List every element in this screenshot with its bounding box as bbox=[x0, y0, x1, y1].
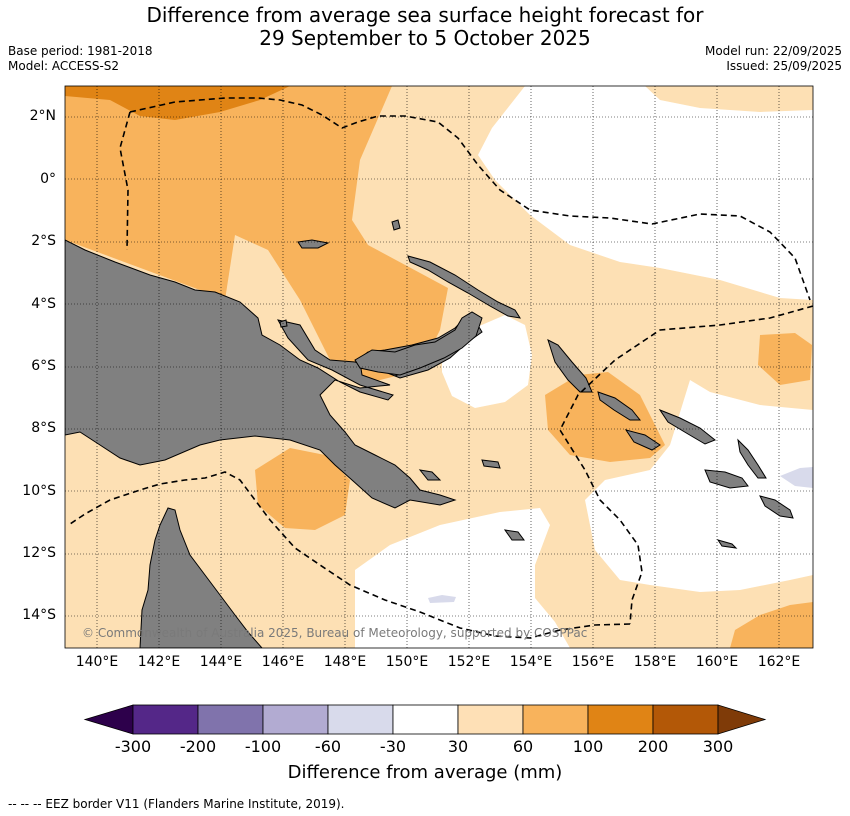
colorbar-label: Difference from average (mm) bbox=[287, 762, 563, 783]
colorbar-tick: -300 bbox=[114, 737, 152, 756]
gridlines bbox=[65, 86, 813, 648]
title-line-2: 29 September to 5 October 2025 bbox=[259, 26, 591, 50]
colorbar-tick: 300 bbox=[702, 737, 734, 756]
lat-label: 8°S bbox=[31, 420, 56, 436]
eez-footnote: -- -- -- EEZ border V11 (Flanders Marine… bbox=[8, 797, 345, 811]
colorbar-segment bbox=[262, 704, 329, 735]
anomaly-near-zero-north bbox=[478, 86, 813, 300]
anomaly-near-zero-south bbox=[355, 508, 570, 648]
anomaly-near-zero-east bbox=[585, 380, 813, 592]
lat-label: 12°S bbox=[22, 545, 56, 561]
anomaly-100-200-north bbox=[65, 86, 290, 120]
lon-label: 148°E bbox=[323, 654, 367, 670]
colorbar-tick: -60 bbox=[314, 737, 342, 756]
anomaly-60-100-south bbox=[255, 448, 350, 530]
model-run: Model run: 22/09/2025 bbox=[704, 44, 842, 58]
copyright-notice: © Commonwealth of Australia 2025, Bureau… bbox=[82, 626, 588, 640]
title-line-1: Difference from average sea surface heig… bbox=[146, 3, 704, 27]
lat-label: 6°S bbox=[31, 358, 56, 374]
map-frame bbox=[64, 85, 814, 649]
colorbar-tick: -100 bbox=[244, 737, 282, 756]
colorbar-segment bbox=[522, 704, 589, 735]
land-new-ireland bbox=[407, 255, 522, 319]
issued-date: Issued: 25/09/2025 bbox=[726, 59, 842, 73]
colorbar-segment bbox=[327, 704, 394, 735]
eez-border-solomons bbox=[559, 305, 813, 625]
land-islet-6 bbox=[418, 469, 442, 481]
colorbar-tick: 30 bbox=[447, 737, 469, 756]
land-islet-4 bbox=[716, 539, 738, 549]
colorbar-tick: 60 bbox=[512, 737, 534, 756]
lat-label: 2°N bbox=[29, 108, 56, 124]
colorbar-tick: -30 bbox=[379, 737, 407, 756]
lon-label: 156°E bbox=[571, 654, 615, 670]
land-santa-isabel bbox=[658, 408, 716, 445]
meta-left: Base period: 1981-2018 Model: ACCESS-S2 bbox=[8, 44, 153, 74]
colorbar-over-arrow bbox=[717, 704, 767, 735]
land-islet-5 bbox=[279, 319, 288, 328]
eez-border-west bbox=[119, 111, 131, 251]
lon-label: 162°E bbox=[757, 654, 801, 670]
land-islet-3 bbox=[503, 529, 525, 541]
anomaly-60-100-west bbox=[65, 86, 448, 385]
colorbar-segment bbox=[652, 704, 719, 735]
land-makira bbox=[759, 495, 794, 519]
lon-label: 150°E bbox=[385, 654, 429, 670]
colorbar-under-arrow bbox=[83, 704, 134, 735]
anomaly-60-100-far-east bbox=[758, 333, 812, 385]
colorbar-tick: -200 bbox=[179, 737, 217, 756]
lat-label: 2°S bbox=[31, 233, 56, 249]
land-cape-york bbox=[139, 507, 263, 648]
lon-label: 144°E bbox=[199, 654, 243, 670]
land-malaita bbox=[737, 438, 767, 479]
lon-label: 142°E bbox=[137, 654, 181, 670]
model-name: Model: ACCESS-S2 bbox=[8, 59, 120, 73]
eez-border-south bbox=[69, 471, 631, 639]
land-guadalcanal bbox=[704, 469, 749, 489]
colorbar-tick: 200 bbox=[637, 737, 669, 756]
land-new-georgia bbox=[624, 429, 661, 451]
land-bougainville bbox=[547, 339, 593, 393]
colorbar-segment bbox=[457, 704, 524, 735]
anomaly-minus30-patch-east bbox=[780, 467, 813, 488]
colorbar-segment bbox=[392, 704, 459, 735]
lon-label: 146°E bbox=[261, 654, 305, 670]
eez-border-png bbox=[129, 97, 811, 301]
land-new-britain bbox=[354, 311, 483, 376]
meta-right: Model run: 22/09/2025 Issued: 25/09/2025 bbox=[705, 44, 842, 74]
colorbar-segment bbox=[197, 704, 264, 735]
lon-label: 140°E bbox=[75, 654, 119, 670]
lon-label: 158°E bbox=[633, 654, 677, 670]
map-plot-area bbox=[65, 86, 813, 648]
lat-label: 0° bbox=[40, 171, 56, 187]
lon-label: 154°E bbox=[509, 654, 553, 670]
lat-label: 14°S bbox=[22, 607, 56, 623]
land-islet-2 bbox=[481, 459, 501, 469]
land-islet-1 bbox=[391, 219, 401, 231]
colorbar-segment bbox=[132, 704, 199, 735]
colorbar-segment bbox=[587, 704, 654, 735]
anomaly-minus30-patch-south bbox=[428, 595, 456, 603]
colorbar bbox=[83, 704, 767, 735]
lat-label: 10°S bbox=[22, 483, 56, 499]
base-period: Base period: 1981-2018 bbox=[8, 44, 153, 58]
lon-label: 152°E bbox=[447, 654, 491, 670]
map-title: Difference from average sea surface heig… bbox=[0, 4, 850, 50]
lon-label: 160°E bbox=[695, 654, 739, 670]
anomaly-60-100-southeast bbox=[730, 602, 813, 648]
lat-label: 4°S bbox=[31, 296, 56, 312]
land-choiseul bbox=[597, 391, 642, 421]
colorbar-tick: 100 bbox=[572, 737, 604, 756]
